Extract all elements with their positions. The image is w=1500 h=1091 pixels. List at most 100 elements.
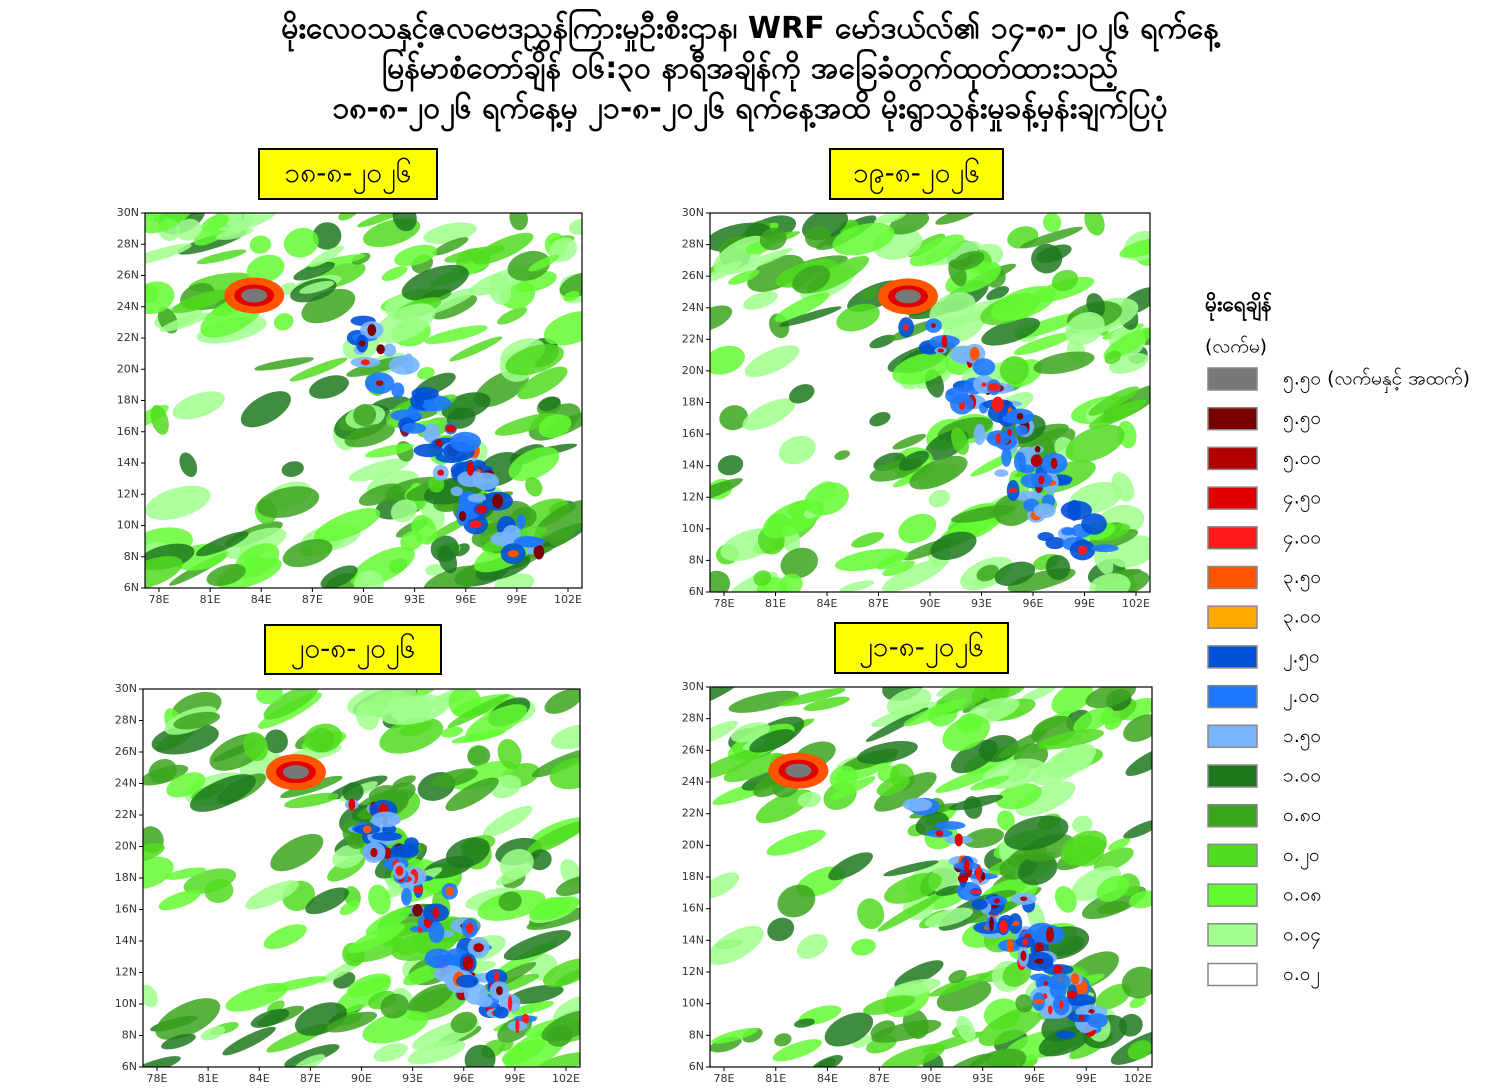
rain-pattern (895, 289, 921, 304)
rain-pattern (766, 829, 826, 856)
rain-pattern (476, 505, 488, 514)
rain-pattern (293, 261, 335, 281)
rain-pattern (796, 933, 828, 959)
lat-label: 10N (117, 519, 139, 532)
rain-pattern (988, 382, 1000, 392)
rain-pattern (403, 963, 445, 986)
legend-swatch (1207, 803, 1258, 828)
rain-pattern (1060, 830, 1107, 866)
lon-label: 93E (971, 597, 992, 610)
rain-pattern (898, 513, 937, 544)
lat-label: 24N (117, 300, 139, 313)
panel-date: ၁၈-၈-၂၀၂၆ (285, 155, 412, 195)
rain-pattern (946, 389, 956, 396)
rain-pattern (368, 884, 391, 915)
rain-pattern (365, 907, 412, 936)
lat-label: 30N (117, 206, 139, 219)
rain-pattern (1084, 213, 1105, 236)
lon-label: 93E (404, 593, 425, 606)
rain-pattern (1031, 243, 1063, 274)
legend-label: ၁.၀၀ (1283, 765, 1321, 787)
rain-pattern (246, 254, 285, 283)
lat-label: 12N (682, 490, 704, 503)
rain-pattern (465, 922, 474, 934)
rain-pattern (749, 729, 795, 753)
rain-pattern (1121, 966, 1152, 999)
rain-pattern (507, 250, 551, 281)
lat-label: 8N (689, 1028, 704, 1041)
rain-pattern (563, 290, 580, 302)
lon-label: 78E (149, 593, 170, 606)
rain-pattern (536, 896, 570, 917)
lat-label: 22N (115, 808, 137, 821)
rain-pattern (1054, 886, 1077, 913)
lat-label: 20N (682, 364, 704, 377)
rain-pattern (1125, 744, 1152, 776)
rain-pattern (902, 797, 933, 812)
rain-pattern (374, 303, 436, 344)
lat-label: 14N (115, 934, 137, 947)
legend-label: ၂.၀၀ (1283, 685, 1320, 711)
rain-pattern (1020, 950, 1027, 962)
lat-label: 12N (682, 965, 704, 978)
lon-label: 99E (1074, 597, 1095, 610)
rain-pattern (401, 887, 412, 906)
rain-pattern (371, 831, 403, 841)
lat-label: 26N (682, 269, 704, 282)
rain-pattern (1095, 983, 1132, 1010)
rain-pattern (348, 798, 356, 811)
lat-label: 28N (682, 238, 704, 251)
rain-pattern (1129, 890, 1152, 909)
rain-pattern (538, 396, 561, 411)
rain-pattern (834, 450, 850, 461)
rain-pattern (424, 325, 488, 344)
lat-label: 12N (117, 487, 139, 500)
title-line: ၁၈-၈-၂၀၂၆ ရက်နေ့မှ ၂၁-၈-၂၀၂၆ ရက်နေ့အထိ မ… (333, 88, 1168, 133)
rain-pattern (196, 531, 249, 557)
rain-pattern (390, 409, 422, 422)
rain-pattern (249, 235, 272, 254)
rain-pattern (320, 565, 358, 588)
lon-label: 87E (302, 593, 323, 606)
rain-pattern (344, 423, 395, 448)
rain-pattern (774, 1033, 792, 1047)
lon-label: 78E (714, 597, 735, 610)
rain-pattern (159, 312, 210, 332)
rain-pattern (1007, 429, 1012, 437)
rain-pattern (211, 213, 280, 232)
lat-label: 12N (115, 966, 137, 979)
rain-pattern (293, 1054, 326, 1067)
rain-pattern (413, 443, 444, 458)
rain-pattern (1049, 980, 1067, 1000)
rain-pattern (747, 254, 805, 292)
rain-pattern (909, 234, 965, 267)
rain-pattern (1013, 332, 1073, 356)
rain-pattern (150, 404, 169, 435)
legend-label: ၂.၅၀ (1283, 645, 1320, 671)
rain-pattern (830, 776, 876, 800)
legend-swatch (1207, 724, 1258, 749)
rain-pattern (164, 867, 207, 880)
rain-pattern (380, 694, 450, 725)
rain-pattern (970, 775, 1010, 791)
rain-pattern (438, 545, 458, 574)
lon-label: 87E (868, 597, 889, 610)
lat-label: 18N (682, 396, 704, 409)
rain-pattern (473, 943, 484, 953)
rain-pattern (284, 792, 339, 809)
rain-pattern (179, 452, 198, 478)
rain-pattern (1104, 716, 1122, 731)
rain-pattern (898, 450, 930, 471)
rain-pattern (462, 956, 474, 971)
rain-pattern (568, 219, 582, 235)
legend-unit: (လက်မ) (1205, 335, 1267, 358)
lat-label: 20N (117, 362, 139, 375)
legend-swatch (1207, 605, 1258, 629)
lat-label: 16N (682, 902, 704, 915)
rain-pattern (710, 687, 749, 705)
legend-label: ၀.၈၀ (1283, 804, 1321, 826)
legend-label: ၃.၀၀ (1283, 606, 1321, 632)
rain-pattern (829, 765, 858, 791)
rain-pattern (559, 272, 582, 298)
